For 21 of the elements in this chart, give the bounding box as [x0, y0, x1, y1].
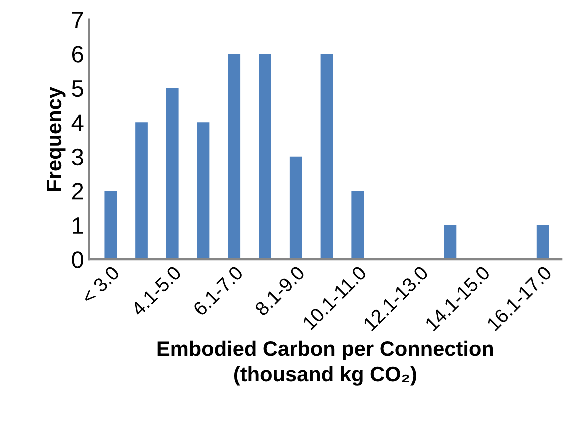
y-tick-label: 5: [72, 80, 84, 98]
bar: [536, 225, 550, 260]
y-tick-label: 3: [72, 148, 84, 166]
y-tick-label: 7: [72, 12, 84, 28]
bar: [290, 156, 302, 260]
y-axis-title: Frequency: [47, 87, 66, 191]
bar: [197, 122, 210, 260]
bar: [228, 54, 241, 260]
y-tick-label: 0: [72, 252, 84, 268]
bar: [104, 191, 118, 260]
y-tick-label: 2: [72, 183, 84, 200]
bar: [136, 122, 148, 260]
y-tick-label: 4: [72, 114, 84, 132]
bar: [352, 191, 364, 260]
y-tick-label: 1: [73, 218, 84, 234]
x-axis-title: Embodied Carbon per Connection (thousand kg CO₂): [158, 340, 494, 386]
bar: [320, 54, 334, 260]
y-tick-label: 6: [72, 46, 84, 63]
bar: [444, 225, 457, 260]
bar: [259, 54, 272, 260]
bar: [166, 88, 179, 260]
